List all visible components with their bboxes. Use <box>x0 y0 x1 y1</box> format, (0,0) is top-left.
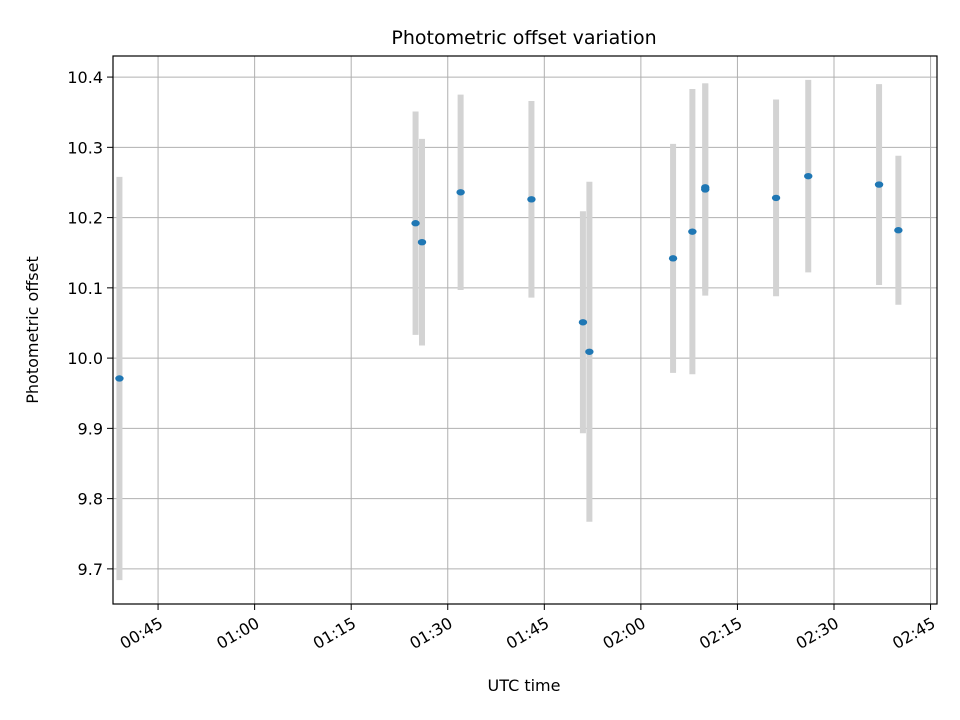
x-tick-label: 02:45 <box>889 613 938 653</box>
y-tick-label: 10.3 <box>67 138 103 157</box>
y-tick-label: 9.9 <box>78 419 103 438</box>
x-tick-label: 01:15 <box>310 613 359 653</box>
data-points <box>115 172 903 382</box>
data-point <box>527 196 536 203</box>
y-tick-label: 10.2 <box>67 209 103 228</box>
data-point <box>456 189 465 196</box>
x-tick-label: 02:30 <box>793 613 842 653</box>
y-axis-ticks: 9.7 9.8 9.9 10.0 10.1 10.2 10.3 10.4 <box>67 68 113 579</box>
x-tick-label: 00:45 <box>117 613 166 653</box>
error-bars <box>116 79 902 581</box>
data-point <box>874 181 884 188</box>
y-tick-label: 9.7 <box>78 560 103 579</box>
x-axis-ticks: 00:45 01:00 01:15 01:30 01:45 02:00 02:15 02:30… <box>117 604 939 653</box>
chart-title: Photometric offset variation <box>391 27 656 49</box>
x-axis-label: UTC time <box>488 676 561 695</box>
data-point <box>668 255 678 262</box>
y-tick-label: 10.4 <box>67 68 103 87</box>
y-tick-label: 10.0 <box>67 349 103 368</box>
data-point <box>585 348 594 355</box>
x-tick-label: 02:00 <box>599 613 648 653</box>
data-point <box>894 227 903 234</box>
x-tick-label: 01:30 <box>406 613 455 653</box>
data-point <box>804 172 813 180</box>
data-point <box>578 319 588 326</box>
data-point <box>411 220 420 227</box>
y-axis-label: Photometric offset <box>23 256 42 404</box>
grid-lines <box>113 56 937 604</box>
x-tick-label: 01:00 <box>213 613 262 653</box>
data-point <box>688 228 697 235</box>
y-tick-label: 9.8 <box>78 490 103 509</box>
data-point <box>417 238 427 246</box>
y-tick-label: 10.1 <box>67 279 103 298</box>
data-point <box>115 375 124 382</box>
data-point <box>701 184 710 191</box>
x-tick-label: 01:45 <box>503 613 552 653</box>
x-tick-label: 02:15 <box>696 613 745 653</box>
data-point <box>771 194 781 202</box>
plot-frame <box>112 55 938 605</box>
